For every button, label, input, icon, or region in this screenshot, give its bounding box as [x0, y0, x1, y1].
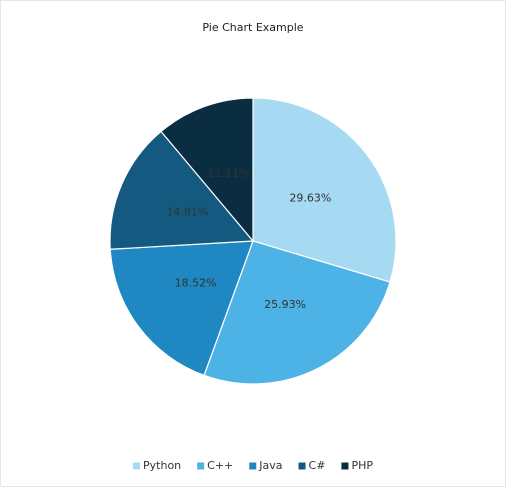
legend-swatch	[249, 462, 257, 470]
data-label: 29.63%	[289, 191, 331, 204]
pie-slice	[252, 97, 397, 283]
pie-slice	[160, 97, 254, 243]
data-label: 11.11%	[208, 167, 250, 180]
legend-label: C++	[207, 459, 233, 472]
pie-slice	[203, 240, 391, 385]
legend-label: Python	[143, 459, 181, 472]
legend: Python C++ Java C# PHP	[133, 459, 373, 472]
pie-slice	[109, 240, 254, 377]
legend-swatch	[298, 462, 306, 470]
data-label: 25.93%	[264, 298, 306, 311]
legend-label: C#	[309, 459, 326, 472]
data-label: 14.81%	[166, 206, 208, 219]
chart-title: Pie Chart Example	[202, 21, 303, 34]
legend-swatch	[197, 462, 205, 470]
legend-label: PHP	[351, 459, 373, 472]
legend-label: Java	[258, 459, 282, 472]
pie-slice	[109, 130, 255, 250]
data-label: 18.52%	[175, 277, 217, 290]
legend-swatch	[341, 462, 349, 470]
legend-swatch	[133, 462, 141, 470]
